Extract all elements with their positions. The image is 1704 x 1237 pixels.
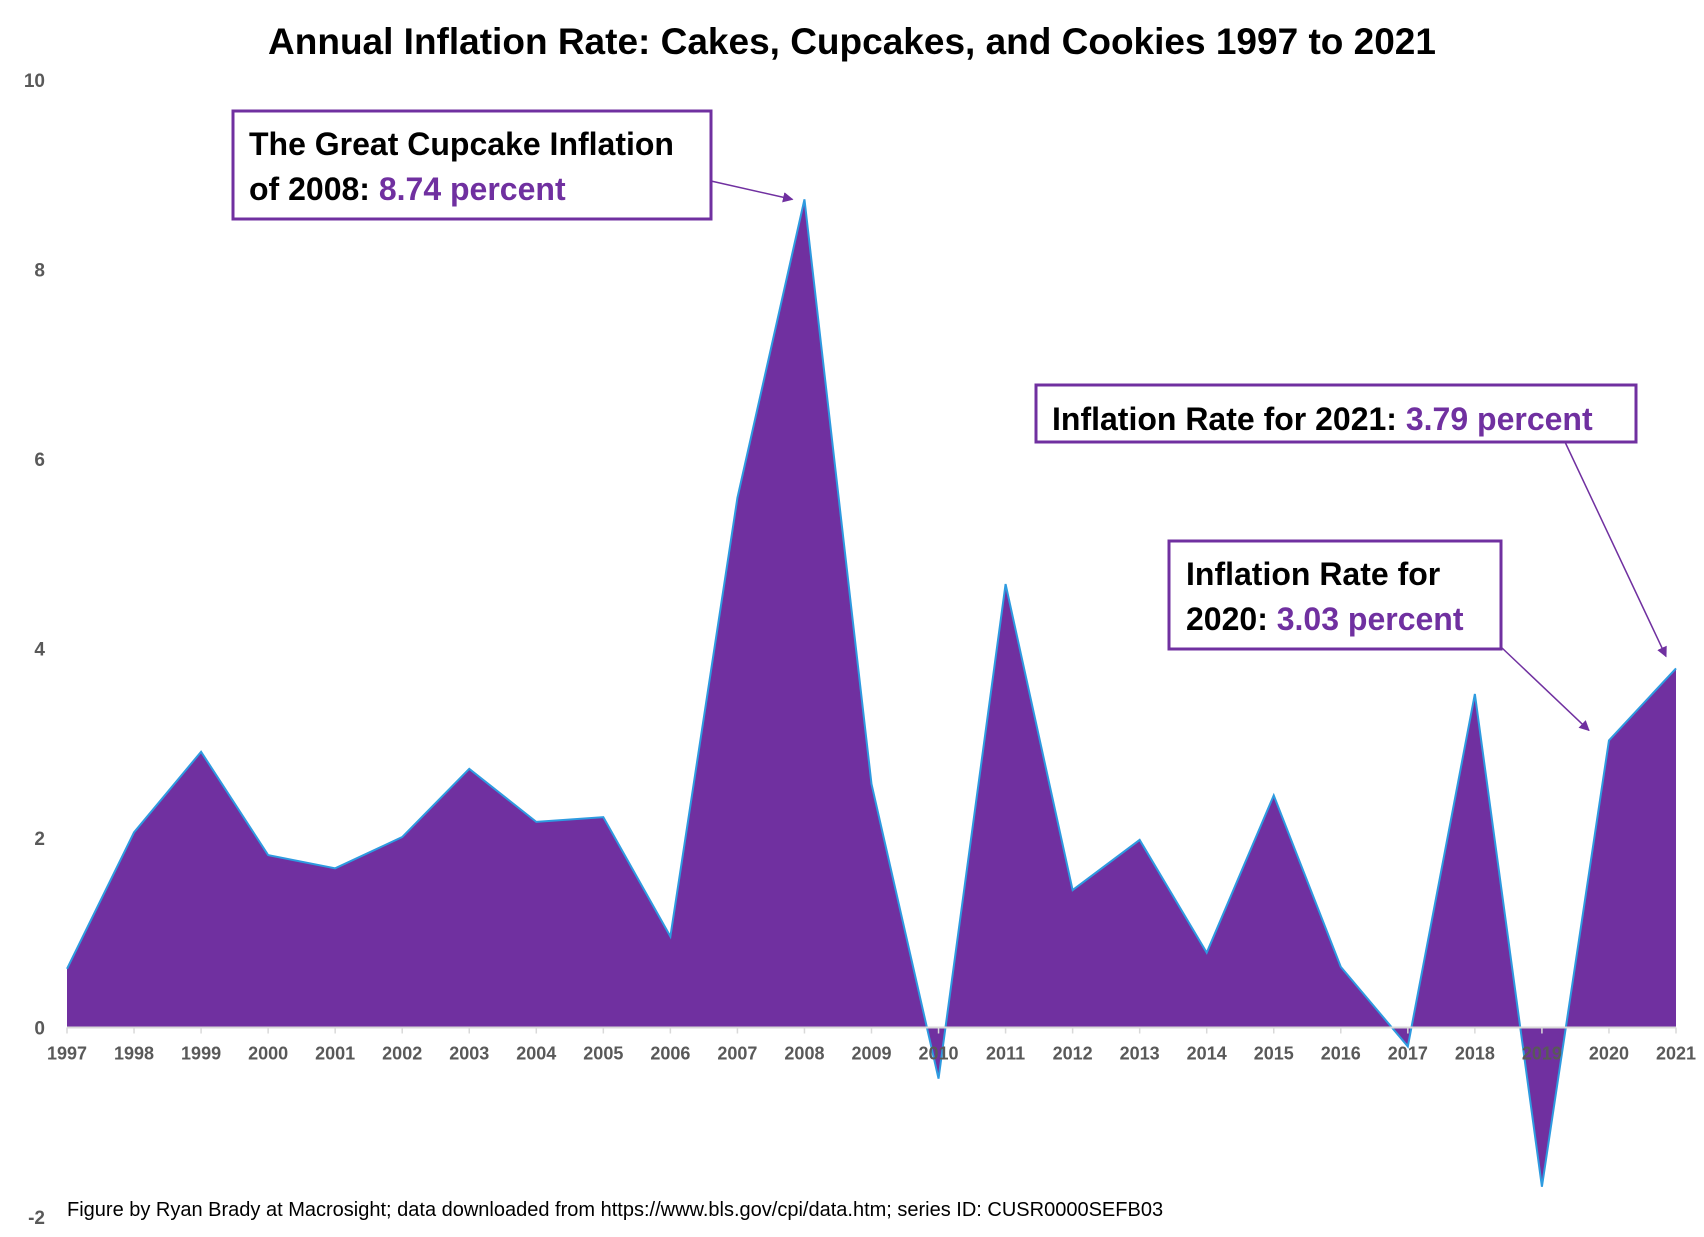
x-axis-ticks: 1997 1998 1999 2000 2001 2002 2003 2004 2005 2006…	[47, 1044, 1696, 1064]
x-tick-label: 2009	[851, 1044, 891, 1064]
annotation-text: 2020: 3.03 percent	[1186, 601, 1464, 637]
y-tick-label: 6	[34, 450, 45, 471]
y-tick-label: 10	[24, 71, 45, 92]
area-fill	[67, 199, 1676, 1187]
annotation-label: Inflation Rate for 2021:	[1052, 401, 1406, 437]
annotation-2020: Inflation Rate for 2020: 3.03 percent	[1167, 539, 1590, 732]
y-tick-label: 0	[34, 1019, 45, 1040]
x-tick-label: 2008	[784, 1044, 824, 1064]
chart-title: Annual Inflation Rate: Cakes, Cupcakes, …	[268, 21, 1436, 62]
x-tick-label: 2004	[516, 1044, 556, 1064]
annotation-box	[231, 109, 713, 221]
x-tick-label: 1999	[181, 1044, 221, 1064]
x-tick-label: 2021	[1656, 1044, 1696, 1064]
annotation-text: Inflation Rate for 2021: 3.79 percent	[1052, 401, 1593, 437]
x-tick-label: 2012	[1053, 1044, 1093, 1064]
x-tick-label: 2001	[315, 1044, 355, 1064]
annotation-arrow	[1500, 646, 1590, 732]
annotation-value: 8.74 percent	[379, 171, 566, 207]
y-tick-label: 4	[34, 640, 45, 661]
series-line	[66, 199, 1677, 1187]
annotation-box	[1167, 539, 1503, 651]
y-axis-ticks: 10 8 6 4 2 0 -2	[24, 71, 46, 1229]
x-tick-label: 2016	[1321, 1044, 1361, 1064]
source-note: Figure by Ryan Brady at Macrosight; data…	[67, 1199, 1163, 1221]
annotation-2008: The Great Cupcake Inflation of 2008: 8.74…	[231, 109, 794, 221]
x-axis	[66, 1026, 1677, 1034]
y-tick-label: 2	[34, 829, 45, 850]
x-tick-label: 2002	[382, 1044, 422, 1064]
x-tick-label: 2000	[248, 1044, 288, 1064]
x-tick-label: 2005	[583, 1044, 623, 1064]
y-tick-label: 8	[34, 261, 45, 282]
annotation-label: The Great Cupcake Inflation	[249, 126, 674, 162]
x-tick-label: 1998	[114, 1044, 154, 1064]
x-tick-label: 1997	[47, 1044, 87, 1064]
annotation-arrow	[1564, 441, 1667, 658]
annotation-label: Inflation Rate for	[1186, 556, 1440, 592]
annotation-box	[1034, 383, 1638, 444]
x-tick-label: 2011	[986, 1044, 1025, 1064]
annotation-arrow	[710, 180, 794, 203]
x-tick-label: 2018	[1455, 1044, 1495, 1064]
annotation-value: 3.79 percent	[1406, 401, 1593, 437]
annotations: The Great Cupcake Inflation of 2008: 8.74…	[231, 109, 1667, 732]
y-tick-label: -2	[28, 1208, 45, 1229]
x-tick-label: 2020	[1589, 1044, 1629, 1064]
area-series	[66, 199, 1677, 1187]
annotation-2021: Inflation Rate for 2021: 3.79 percent	[1034, 383, 1667, 658]
x-tick-label: 2015	[1254, 1044, 1294, 1064]
x-tick-label: 2003	[449, 1044, 489, 1064]
x-tick-label: 2013	[1120, 1044, 1160, 1064]
x-tick-label: 2017	[1388, 1044, 1428, 1064]
annotation-label: 2020:	[1186, 601, 1277, 637]
annotation-text: Inflation Rate for	[1186, 556, 1440, 592]
x-tick-label: 2010	[919, 1044, 959, 1064]
annotation-text: of 2008: 8.74 percent	[249, 171, 566, 207]
x-tick-label: 2007	[717, 1044, 757, 1064]
x-tick-label: 2006	[650, 1044, 690, 1064]
annotation-label: of 2008:	[249, 171, 379, 207]
x-tick-label: 2019	[1522, 1044, 1562, 1064]
annotation-value: 3.03 percent	[1277, 601, 1464, 637]
x-tick-label: 2014	[1187, 1044, 1227, 1064]
annotation-text: The Great Cupcake Inflation	[249, 126, 674, 162]
